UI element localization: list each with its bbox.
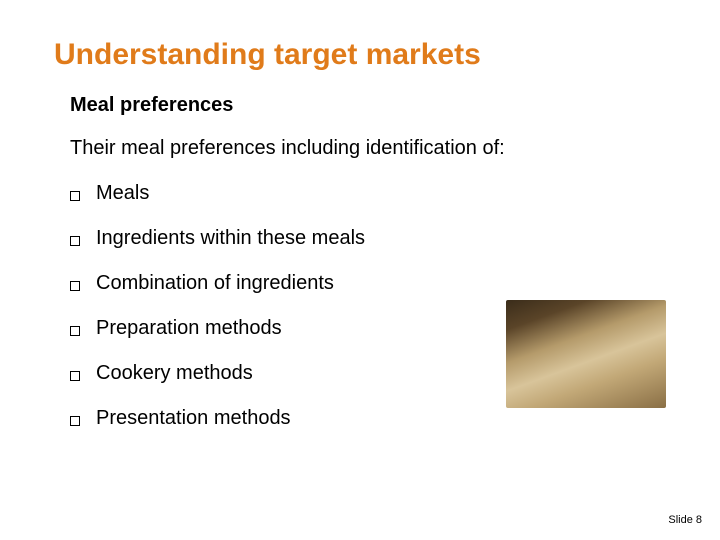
bullet-text: Ingredients within these meals <box>96 227 365 250</box>
square-bullet-icon <box>70 191 80 201</box>
bullet-text: Preparation methods <box>96 317 282 340</box>
slide: Understanding target markets Meal prefer… <box>0 0 720 540</box>
list-item: Meals <box>70 182 666 205</box>
bullet-text: Cookery methods <box>96 362 253 385</box>
list-item: Presentation methods <box>70 407 666 430</box>
list-item: Ingredients within these meals <box>70 227 666 250</box>
square-bullet-icon <box>70 416 80 426</box>
list-item: Combination of ingredients <box>70 272 666 295</box>
subheading: Meal preferences <box>70 94 666 117</box>
square-bullet-icon <box>70 236 80 246</box>
square-bullet-icon <box>70 326 80 336</box>
bullet-text: Meals <box>96 182 149 205</box>
intro-text: Their meal preferences including identif… <box>70 137 666 160</box>
square-bullet-icon <box>70 371 80 381</box>
bullet-text: Combination of ingredients <box>96 272 334 295</box>
bullet-text: Presentation methods <box>96 407 291 430</box>
square-bullet-icon <box>70 281 80 291</box>
slide-title: Understanding target markets <box>54 38 666 72</box>
steamer-image <box>506 300 666 408</box>
slide-number: Slide 8 <box>668 514 702 526</box>
